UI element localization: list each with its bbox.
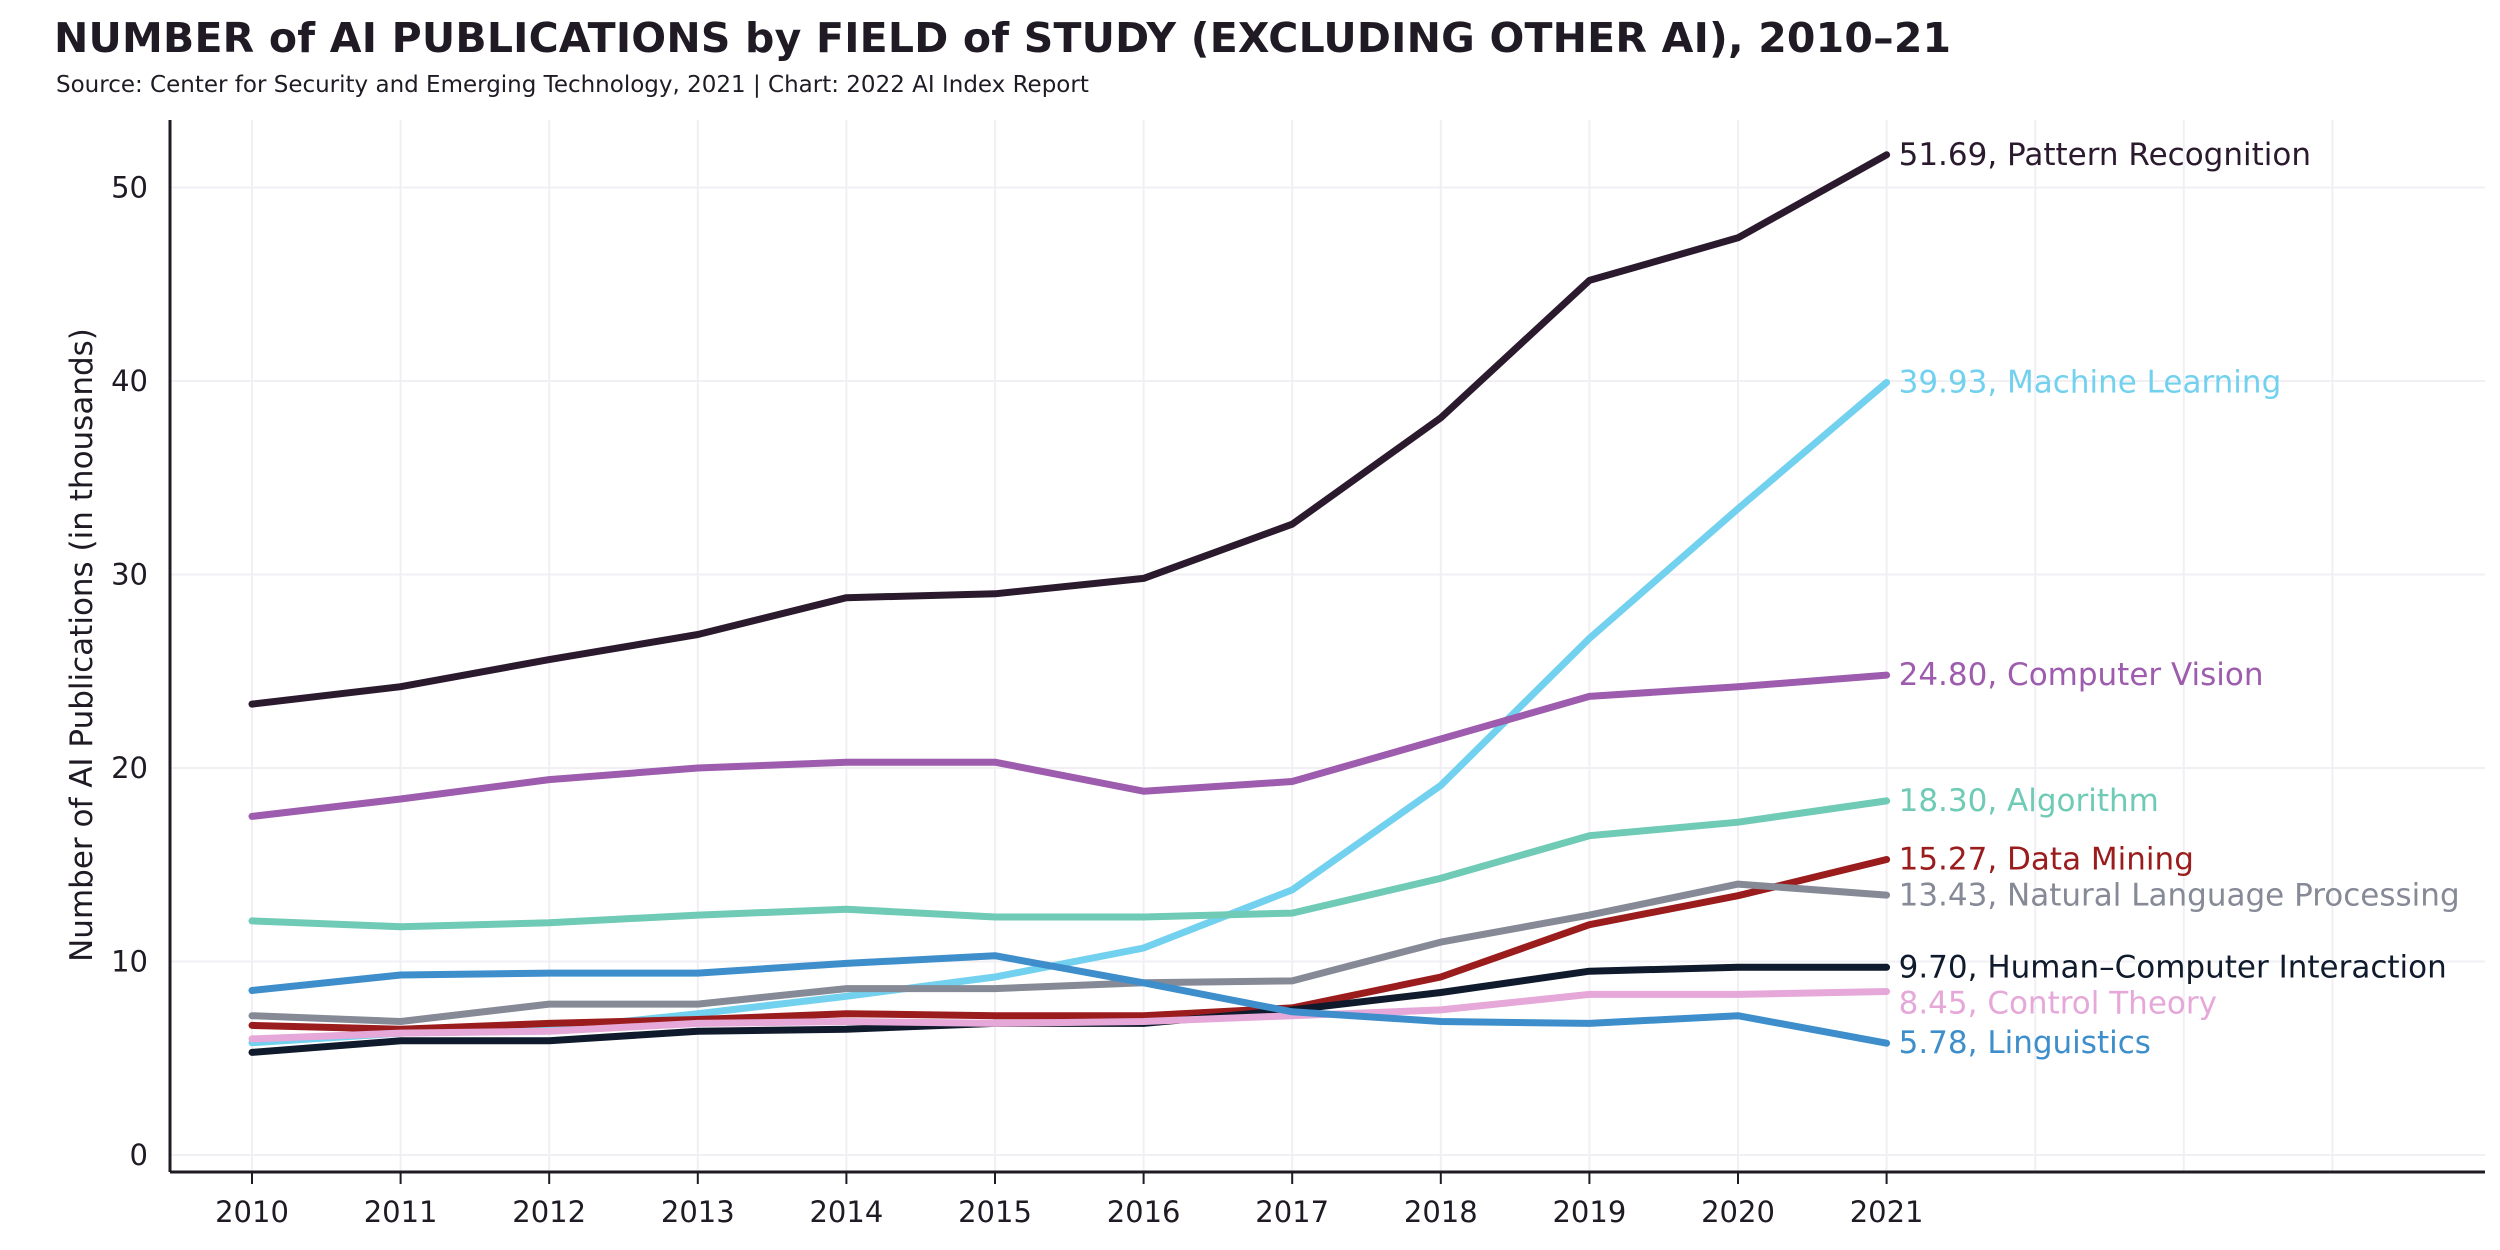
x-tick-label: 2019: [1552, 1195, 1626, 1229]
series-end-label: 5.78, Linguistics: [1899, 1025, 2151, 1061]
series-lines: [248, 151, 1891, 1056]
y-tick-label: 20: [111, 751, 148, 785]
gridlines: [170, 120, 2485, 1172]
chart-source: Source: Center for Security and Emerging…: [56, 72, 1089, 98]
x-tick-label: 2014: [809, 1195, 883, 1229]
y-axis-ticks: 0 10 20 30 40 50: [111, 171, 148, 1173]
y-axis-label: Number of AI Publications (in thousands): [64, 328, 100, 962]
x-tick-label: 2011: [364, 1195, 438, 1229]
series-end-label: 39.93, Machine Learning: [1899, 364, 2282, 400]
series-end-label: 51.69, Pattern Recognition: [1899, 137, 2311, 173]
axes: [168, 120, 2485, 1174]
series-line: [248, 880, 1891, 1025]
series-end-label: 24.80, Computer Vision: [1899, 657, 2264, 693]
series-line: [248, 952, 1891, 1047]
series-line: [248, 856, 1891, 1033]
series-end-label: 8.45, Control Theory: [1899, 985, 2217, 1021]
x-tick-label: 2020: [1701, 1195, 1775, 1229]
x-tick-label: 2017: [1255, 1195, 1329, 1229]
series-end-label: 13.43, Natural Language Processing: [1899, 878, 2460, 914]
series-line: [248, 671, 1891, 820]
y-tick-label: 10: [111, 945, 148, 979]
chart-title: NUMBER of AI PUBLICATIONS by FIELD of ST…: [54, 14, 1952, 62]
series-line: [248, 988, 1891, 1043]
x-tick-label: 2015: [958, 1195, 1032, 1229]
x-tick-label: 2010: [215, 1195, 289, 1229]
y-tick-label: 30: [111, 558, 148, 592]
x-tick-label: 2013: [661, 1195, 735, 1229]
series-end-label: 18.30, Algorithm: [1899, 783, 2159, 819]
y-tick-label: 50: [111, 171, 148, 205]
x-tick-label: 2016: [1107, 1195, 1181, 1229]
series-end-labels: 51.69, Pattern Recognition 39.93, Machine…: [1899, 137, 2460, 1061]
series-line: [248, 151, 1891, 708]
series-end-label: 15.27, Data Mining: [1899, 842, 2194, 878]
series-line: [248, 797, 1891, 931]
x-tick-label: 2018: [1404, 1195, 1478, 1229]
y-tick-label: 40: [111, 364, 148, 398]
x-tick-label: 2012: [512, 1195, 586, 1229]
series-line: [248, 378, 1891, 1047]
y-tick-label: 0: [130, 1138, 148, 1172]
series-end-label: 9.70, Human–Computer Interaction: [1899, 949, 2447, 985]
x-axis-ticks: 2010 2011 2012 2013 2014 2015 2016 2017 2018 2019…: [215, 1172, 1924, 1229]
x-tick-label: 2021: [1850, 1195, 1924, 1229]
